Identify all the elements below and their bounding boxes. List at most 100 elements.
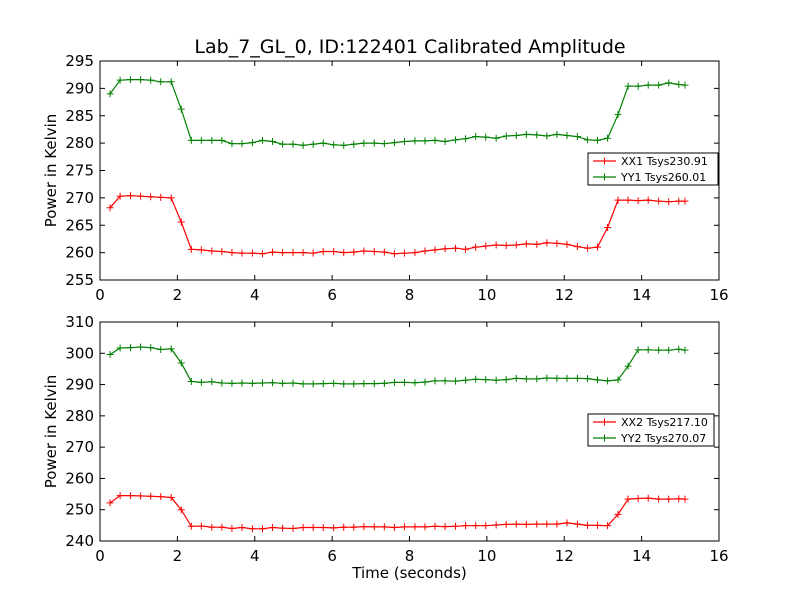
data-point: [634, 197, 642, 205]
x-tick-label: 8: [405, 547, 415, 565]
data-point: [681, 495, 689, 503]
data-point: [492, 521, 500, 529]
data-point: [127, 192, 135, 200]
x-tick-label: 14: [632, 547, 651, 565]
data-point: [309, 249, 317, 257]
data-point: [624, 82, 632, 90]
data-point: [228, 524, 236, 532]
x-tick-label: 8: [405, 286, 415, 304]
data-point: [614, 376, 622, 384]
series-line-1-2: [109, 78, 686, 146]
data-point: [681, 81, 689, 89]
data-point: [116, 492, 124, 500]
data-point: [614, 111, 622, 119]
data-point: [583, 244, 591, 252]
x-tick-label: 10: [477, 547, 496, 565]
data-point: [492, 376, 500, 384]
data-point: [502, 132, 510, 140]
data-point: [137, 76, 145, 84]
data-point: [634, 346, 642, 354]
data-point: [228, 379, 236, 387]
data-point: [330, 379, 338, 387]
series-line-1-1: [109, 195, 685, 255]
data-point: [452, 136, 460, 144]
data-point: [431, 136, 439, 144]
data-point: [309, 524, 317, 532]
data-point: [187, 377, 195, 385]
data-point: [644, 196, 652, 204]
data-point: [452, 377, 460, 385]
data-point: [147, 492, 155, 500]
legend-marker: [601, 157, 608, 165]
data-point: [299, 380, 307, 388]
data-point: [137, 492, 145, 500]
data-point: [563, 131, 571, 139]
data-point: [147, 193, 155, 201]
data-point: [167, 494, 175, 502]
data-point: [472, 133, 480, 141]
data-point: [177, 218, 185, 226]
data-point: [411, 523, 419, 531]
data-point: [208, 136, 216, 144]
data-point: [543, 239, 551, 247]
data-point: [573, 374, 581, 382]
data-point: [127, 492, 135, 500]
data-point: [350, 523, 358, 531]
data-point: [167, 345, 175, 353]
series-line-2-2: [109, 346, 686, 385]
data-point: [258, 250, 266, 258]
data-point: [675, 495, 683, 503]
data-point: [340, 141, 348, 149]
y-tick-label: 240: [65, 532, 94, 550]
data-point: [583, 375, 591, 383]
data-point: [390, 378, 398, 386]
data-point: [634, 82, 642, 90]
data-point: [340, 523, 348, 531]
data-point: [360, 523, 368, 531]
data-point: [543, 132, 551, 140]
data-point: [248, 379, 256, 387]
data-point: [452, 244, 460, 252]
data-point: [106, 499, 114, 507]
legend-box: [587, 152, 719, 186]
data-point: [655, 81, 663, 89]
data-point: [197, 246, 205, 254]
series-line-2-1: [109, 495, 686, 530]
data-point: [583, 521, 591, 529]
data-point: [472, 375, 480, 383]
data-point: [269, 524, 277, 532]
data-point: [289, 249, 297, 257]
y-tick-label: 295: [65, 52, 94, 70]
data-point: [390, 524, 398, 532]
data-point: [543, 374, 551, 382]
data-point: [492, 241, 500, 249]
data-point: [187, 136, 195, 144]
data-point: [197, 136, 205, 144]
data-point: [573, 133, 581, 141]
data-point: [482, 376, 490, 384]
data-point: [137, 343, 145, 351]
data-point: [441, 377, 449, 385]
data-point: [187, 522, 195, 530]
data-point: [462, 376, 470, 384]
data-point: [127, 76, 135, 84]
data-point: [604, 134, 612, 142]
data-point: [319, 248, 327, 256]
data-point: [319, 380, 327, 388]
data-point: [441, 523, 449, 531]
data-point: [472, 243, 480, 251]
data-point: [665, 198, 673, 206]
data-point: [360, 139, 368, 147]
data-point: [512, 241, 520, 249]
data-point: [330, 141, 338, 149]
data-point: [675, 345, 683, 353]
data-point: [634, 494, 642, 502]
data-point: [167, 78, 175, 86]
data-point: [157, 346, 165, 354]
data-point: [655, 346, 663, 354]
data-point: [512, 131, 520, 139]
y-tick-label: 265: [65, 216, 94, 234]
data-point: [533, 240, 541, 248]
